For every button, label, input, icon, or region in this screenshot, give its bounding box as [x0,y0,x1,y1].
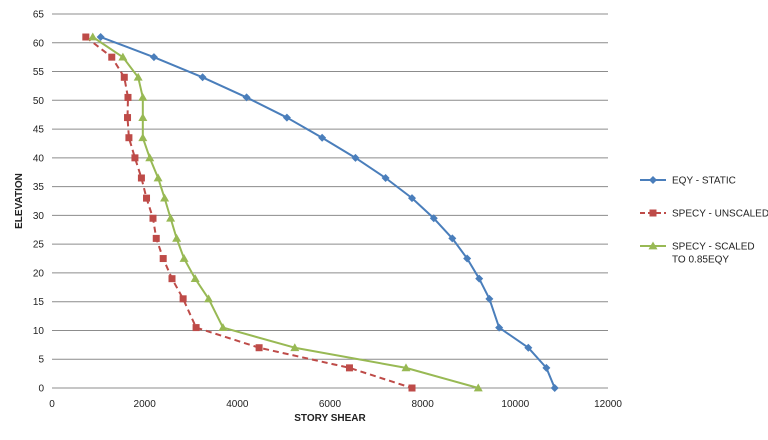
data-point [204,294,214,303]
data-point [242,93,251,102]
series-group [82,32,559,392]
data-point [542,363,551,372]
data-point [153,173,163,182]
data-point [473,383,483,392]
data-point [550,384,559,392]
data-point [172,233,182,242]
data-point [118,52,128,61]
legend-label: SPECY - UNSCALED [672,209,768,220]
data-point [345,364,353,372]
data-point [152,234,160,242]
legend-label: SPECY - SCALED [672,242,755,253]
x-tick-label: 0 [49,399,55,410]
legend-entry-2: SPECY - UNSCALED [640,209,768,220]
data-point [198,73,207,82]
data-point [282,113,291,122]
y-tick-label: 15 [33,297,45,308]
data-point [179,254,189,262]
data-point [318,133,327,142]
y-tick-label: 25 [33,240,45,251]
y-tick-label: 0 [38,384,44,395]
data-point [463,254,472,263]
data-point [381,173,390,182]
data-point [82,33,90,41]
data-point [149,53,158,62]
series-3 [88,32,483,392]
data-point [408,194,417,203]
x-tick-label: 6000 [319,399,342,410]
y-axis-title: ELEVATION [14,173,25,229]
data-point [120,73,128,81]
x-tick-label: 10000 [501,399,529,410]
legend-entry-3: SPECY - SCALED TO 0.85EQY [640,241,755,266]
data-point [351,153,360,162]
y-tick-label: 10 [33,326,45,337]
x-tick-label: 8000 [412,399,435,410]
y-tick-label: 60 [33,38,45,49]
data-point [218,323,228,331]
data-point [166,213,176,222]
x-tick-label: 2000 [134,399,157,410]
data-point [401,363,411,372]
y-tick-label: 65 [33,10,45,21]
data-point [448,234,457,243]
data-point [159,255,167,263]
y-tick-label: 35 [33,182,45,193]
legend-entry-1: EQY - STATIC [640,176,736,187]
data-point [160,193,170,202]
y-tick-label: 30 [33,211,45,222]
legend-label: EQY - STATIC [672,176,736,187]
data-point [255,344,263,352]
y-tick-label: 40 [33,153,45,164]
y-tick-label: 5 [38,355,44,366]
data-point [495,323,504,332]
data-point [88,32,98,41]
legend-marker [649,176,657,184]
data-point [143,194,151,202]
legend-marker [649,209,657,217]
data-point [149,214,157,222]
legend-marker [648,241,658,250]
data-point [192,324,200,332]
data-point [138,92,148,101]
y-tick-label: 50 [33,96,45,107]
legend: EQY - STATIC SPECY - UNSCALED SPECY - SCAL… [640,176,768,266]
data-point [138,133,148,142]
data-point [133,72,143,81]
data-point [137,174,145,182]
data-point [408,384,416,392]
data-point [124,114,132,122]
data-point [108,53,116,61]
series-line [92,36,479,389]
series-2 [82,33,416,392]
x-axis-title: STORY SHEAR [294,413,366,424]
data-point [138,113,148,121]
data-point [96,33,105,42]
data-point [524,343,533,352]
data-point [485,294,494,303]
series-1 [96,33,559,392]
grid-lines [52,13,608,389]
x-tick-label: 4000 [226,399,249,410]
data-point [131,154,139,162]
x-tick-label: 12000 [594,399,622,410]
data-point [429,214,438,223]
data-point [179,295,187,303]
series-line [100,36,556,389]
y-tick-label: 55 [33,67,45,78]
y-tick-label: 45 [33,125,45,136]
data-point [145,153,155,162]
y-tick-label: 20 [33,268,45,279]
data-point [475,274,484,283]
data-point [124,93,132,101]
axes: 0 5 10 15 20 25 30 35 40 45 50 55 60 65 0 2000 4000 6000 8… [33,10,622,411]
data-point [190,274,200,283]
legend-label: TO 0.85EQY [672,255,729,266]
data-point [290,343,300,352]
data-point [168,275,176,283]
data-point [125,134,133,142]
